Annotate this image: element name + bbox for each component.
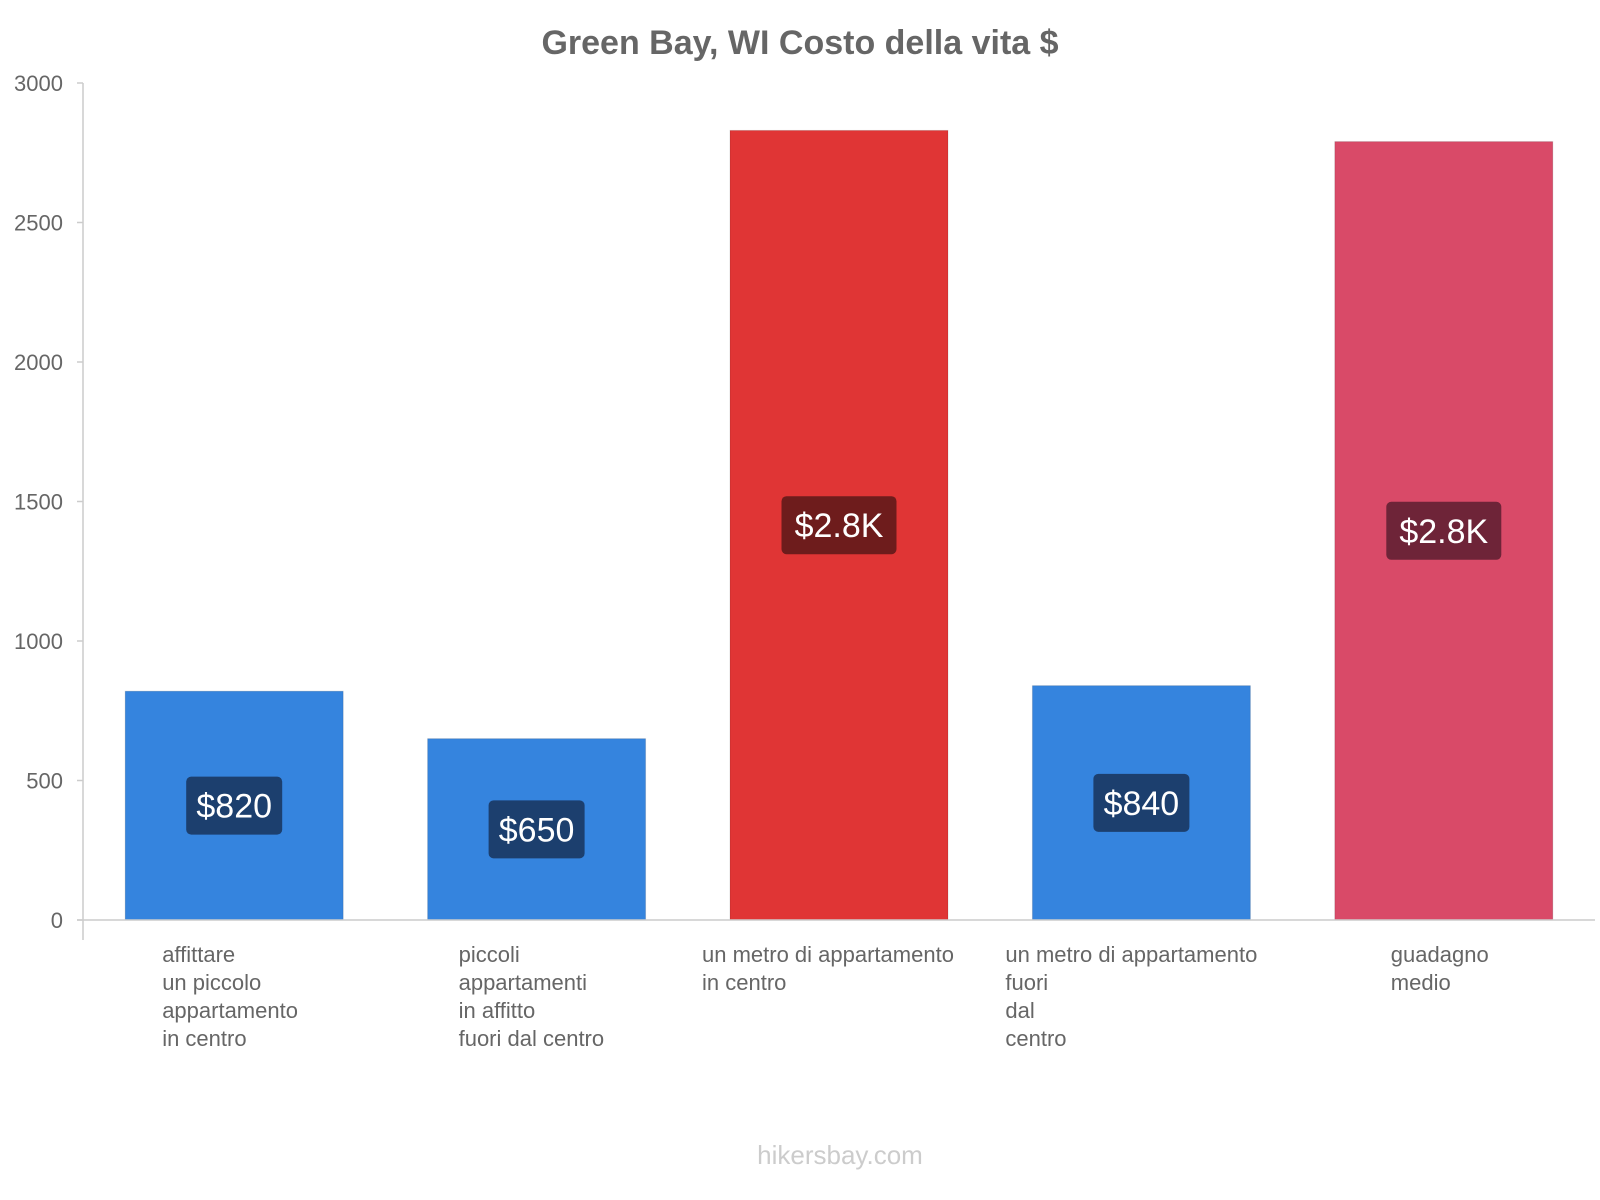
category-label-line: fuori [1005,970,1048,995]
y-tick-label: 1000 [14,629,63,654]
value-label-box [1093,773,1190,832]
category-label-line: guadagno [1391,942,1489,967]
category-label-line: medio [1391,970,1451,995]
value-label-box [186,776,283,835]
category-label-line: dal [1005,998,1034,1023]
x-axis: affittare un piccolo appartamento in centro… [77,919,1595,1051]
y-tick-label: 3000 [14,71,63,96]
category-label-line: appartamento [162,998,298,1023]
value-label: $2.8K [795,507,884,545]
y-tick-label: 0 [51,908,63,933]
category-label-line: un metro di appartamento [702,942,954,967]
value-label: $820 [196,788,272,826]
value-label-box [781,496,897,555]
category-label-line: centro [1005,1026,1066,1051]
value-label: $840 [1104,785,1180,823]
category-label-line: in centro [702,970,786,995]
value-label-box [1386,501,1502,560]
category-label-line: un metro di appartamento [1005,942,1257,967]
category-label: guadagno medio [1391,942,1489,995]
category-label-line: un piccolo [162,970,261,995]
value-label: $650 [499,811,575,849]
y-tick-label: 2500 [14,211,63,236]
y-tick-label: 500 [26,769,63,794]
category-label-line: piccoli [459,942,520,967]
y-axis: 0 500 1000 1500 2000 2500 3000 [14,71,84,940]
category-label: un metro di appartamento fuori dal centro [1005,942,1257,1051]
category-label: un metro di appartamento in centro [702,942,954,995]
category-label-line: appartamenti [459,970,587,995]
chart-title: Green Bay, WI Costo della vita $ [541,24,1058,62]
watermark: hikersbay.com [757,1140,923,1170]
value-label-box [488,800,585,859]
bars: $820 $650 $2.8K $840 $2.8K [124,129,1554,921]
category-label: affittare un piccolo appartamento in centro [162,942,298,1051]
value-label: $2.8K [1399,513,1488,551]
category-label-line: fuori dal centro [459,1026,605,1051]
category-label-line: in centro [162,1026,246,1051]
y-tick-label: 2000 [14,350,63,375]
category-label-line: affittare [162,942,235,967]
category-label-line: in affitto [459,998,536,1023]
y-tick-label: 1500 [14,490,63,515]
category-label: piccoli appartamenti in affitto fuori dal c… [459,942,605,1051]
